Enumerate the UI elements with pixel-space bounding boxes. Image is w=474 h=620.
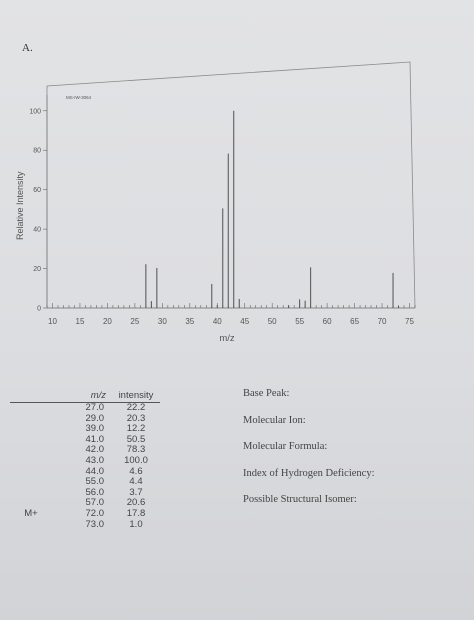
row-mz: 41.0 (85, 433, 105, 445)
y-tick-label: 0 (37, 306, 41, 313)
row-intensity: 20.6 (126, 497, 146, 509)
x-tick-label: 10 (48, 317, 57, 326)
table-header-mz: m/z (52, 390, 112, 403)
table-header-blank (10, 390, 52, 403)
plot-frame (46, 61, 416, 309)
table-row: 42.0 78.3 (10, 445, 160, 456)
table-row: 73.0 1.0 (10, 518, 160, 531)
x-tick-label: 30 (158, 317, 167, 326)
x-tick-label: 35 (185, 317, 194, 326)
row-tag (10, 403, 52, 414)
x-tick-label: 15 (76, 317, 85, 326)
row-intensity: 12.2 (126, 423, 146, 435)
table-row: 39.0 12.2 (10, 424, 160, 435)
row-intensity: 1.0 (129, 518, 143, 530)
row-intensity: 4.6 (129, 465, 143, 477)
x-tick-label: 45 (240, 317, 249, 326)
x-tick-label: 50 (268, 317, 277, 326)
y-tick-label: 40 (33, 227, 41, 234)
row-intensity: 50.5 (126, 433, 146, 445)
row-mz: 72.0 (85, 507, 105, 519)
table-row: 41.0 50.5 (10, 433, 160, 446)
row-intensity: 4.4 (129, 476, 143, 488)
row-intensity: 100.0 (124, 454, 148, 466)
table-row: 27.0 22.2 (10, 402, 160, 414)
question-base-peak: Base Peak: (243, 388, 290, 399)
row-tag: M+ (24, 507, 38, 519)
row-intensity: 78.3 (126, 444, 146, 456)
spectrum-id-label: MS-IW-3064 (66, 95, 92, 100)
x-axis-title: m/z (219, 333, 235, 344)
row-tag (10, 488, 52, 499)
question-structural-isomer: Possible Structural Isomer: (243, 494, 357, 505)
row-intensity: 3.7 (129, 486, 143, 498)
row-tag (10, 445, 52, 456)
y-axis-title: Relative Intensity (15, 171, 25, 240)
row-mz: 56.0 (85, 486, 105, 498)
y-tick-label: 60 (33, 187, 41, 194)
question-list: Base Peak: Molecular Ion: Molecular Form… (243, 388, 375, 521)
row-tag (10, 456, 52, 467)
question-molecular-ion: Molecular Ion: (243, 414, 306, 426)
row-tag (10, 467, 52, 478)
y-tick-label: 20 (33, 266, 41, 273)
row-tag (10, 477, 52, 488)
peak-table: m/z intensity 27.0 22.2 29.0 20.3 39.0 12.2 41… (10, 390, 160, 530)
row-tag (10, 520, 52, 531)
x-tick-label: 70 (378, 317, 387, 326)
row-mz: 42.0 (85, 444, 105, 456)
x-tick-label: 40 (213, 317, 222, 326)
row-mz: 43.0 (85, 454, 105, 466)
table-row: 57.0 20.6 (10, 498, 160, 509)
x-tick-label: 20 (103, 317, 112, 326)
row-mz: 29.0 (85, 412, 105, 424)
x-tick-label: 25 (130, 317, 139, 326)
row-tag (10, 435, 52, 446)
question-ihd: Index of Hydrogen Deficiency: (243, 467, 375, 479)
row-intensity: 22.2 (126, 402, 146, 413)
x-tick-label: 65 (350, 317, 359, 326)
row-tag (10, 424, 52, 435)
problem-label: A. (22, 42, 33, 54)
row-tag (10, 414, 52, 425)
x-tick-label: 60 (323, 317, 332, 326)
row-mz: 39.0 (85, 423, 105, 435)
x-tick-label: 75 (405, 317, 414, 326)
table-row: 43.0 100.0 (10, 454, 160, 467)
row-mz: 27.0 (85, 402, 105, 413)
row-mz: 73.0 (85, 518, 105, 530)
x-tick-label: 55 (295, 317, 304, 326)
table-row: M+ 72.0 17.8 (10, 507, 160, 520)
row-intensity: 20.3 (126, 412, 146, 424)
question-molecular-formula: Molecular Formula: (243, 441, 328, 452)
y-tick-label: 80 (33, 148, 41, 155)
table-row: 29.0 20.3 (10, 412, 160, 425)
table-row: 55.0 4.4 (10, 477, 160, 488)
row-mz: 44.0 (85, 465, 105, 477)
row-mz: 57.0 (85, 497, 105, 509)
y-tick-label: 100 (29, 108, 41, 115)
row-mz: 55.0 (85, 476, 105, 488)
table-row: 44.0 4.6 (10, 465, 160, 478)
table-header-intensity: intensity (112, 390, 160, 403)
table-row: 56.0 3.7 (10, 486, 160, 499)
row-intensity: 17.8 (126, 507, 146, 519)
